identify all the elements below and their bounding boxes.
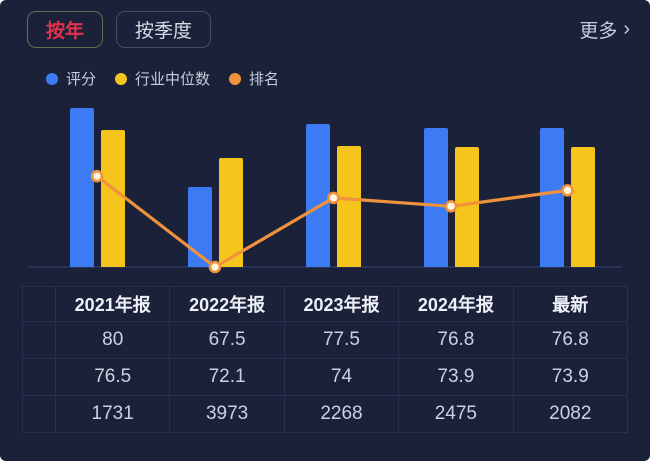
industry-median-dot-icon xyxy=(115,72,128,85)
column-header: 2022年报 xyxy=(169,286,285,322)
bar-评分-2021年报 xyxy=(69,107,94,267)
tab-by-quarter[interactable]: 按季度 xyxy=(116,11,212,48)
table-cell: 76.8 xyxy=(398,321,514,359)
bar-评分-2023年报 xyxy=(306,123,330,267)
legend-item-rank[interactable]: 排名 xyxy=(229,68,279,89)
row-dot-cell xyxy=(22,395,56,433)
bar-行业中位数-最新 xyxy=(571,146,595,267)
bar-评分-最新 xyxy=(540,128,564,267)
table-cell: 2475 xyxy=(398,395,514,433)
data-table: 2021年报 2022年报 2023年报 2024年报 最新 80 67.5 7… xyxy=(22,286,629,433)
bar-行业中位数-2023年报 xyxy=(337,145,361,267)
chevron-right-icon: › xyxy=(623,17,630,40)
more-label: 更多 xyxy=(579,21,618,42)
table-row-industry-median: 76.5 72.1 74 73.9 73.9 xyxy=(22,358,629,396)
rank-point-2023年报 xyxy=(327,191,340,205)
bar-行业中位数-2021年报 xyxy=(100,130,125,267)
table-cell: 3973 xyxy=(169,395,285,433)
column-header: 2024年报 xyxy=(398,286,514,322)
table-cell: 73.9 xyxy=(398,358,514,396)
bar-行业中位数-2022年报 xyxy=(218,158,243,267)
table-corner-cell xyxy=(22,286,56,322)
x-axis-line xyxy=(28,266,622,268)
table-cell: 76.8 xyxy=(512,321,629,359)
rank-point-2024年报 xyxy=(444,199,458,213)
rank-point-2022年报 xyxy=(208,260,222,274)
table-cell: 74 xyxy=(283,358,400,396)
rating-dot-icon xyxy=(46,72,58,85)
row-dot-cell xyxy=(22,358,56,396)
period-tabs: 按年 按季度 xyxy=(27,11,212,48)
chart-legend: 评分 行业中位数 排名 xyxy=(46,68,279,89)
rank-point-2021年报 xyxy=(90,169,104,183)
legend-label: 排名 xyxy=(249,71,280,88)
more-link[interactable]: 更多 › xyxy=(579,16,630,43)
table-cell: 72.1 xyxy=(169,358,285,396)
table-cell: 2268 xyxy=(283,395,400,433)
table-header-row: 2021年报 2022年报 2023年报 2024年报 最新 xyxy=(22,286,629,322)
table-cell: 73.9 xyxy=(512,358,629,396)
legend-item-rating[interactable]: 评分 xyxy=(46,68,96,89)
table-cell: 67.5 xyxy=(169,321,285,359)
column-header: 2021年报 xyxy=(54,286,171,322)
legend-item-industry-median[interactable]: 行业中位数 xyxy=(115,68,210,89)
legend-label: 评分 xyxy=(66,71,97,88)
table-cell: 1731 xyxy=(54,395,171,433)
bar-评分-2024年报 xyxy=(423,128,448,267)
rank-dot-icon xyxy=(229,72,242,85)
column-header: 2023年报 xyxy=(283,286,400,322)
table-row-rank: 1731 3973 2268 2475 2082 xyxy=(22,395,629,433)
legend-label: 行业中位数 xyxy=(135,71,211,88)
row-dot-cell xyxy=(22,321,56,359)
rank-point-最新 xyxy=(561,184,574,197)
tab-by-year[interactable]: 按年 xyxy=(27,11,104,48)
column-header: 最新 xyxy=(512,286,629,322)
table-row-rating: 80 67.5 77.5 76.8 76.8 xyxy=(22,321,629,359)
table-cell: 77.5 xyxy=(283,321,400,359)
table-cell: 76.5 xyxy=(54,358,171,396)
table-cell: 2082 xyxy=(512,395,629,433)
table-cell: 80 xyxy=(54,321,171,359)
